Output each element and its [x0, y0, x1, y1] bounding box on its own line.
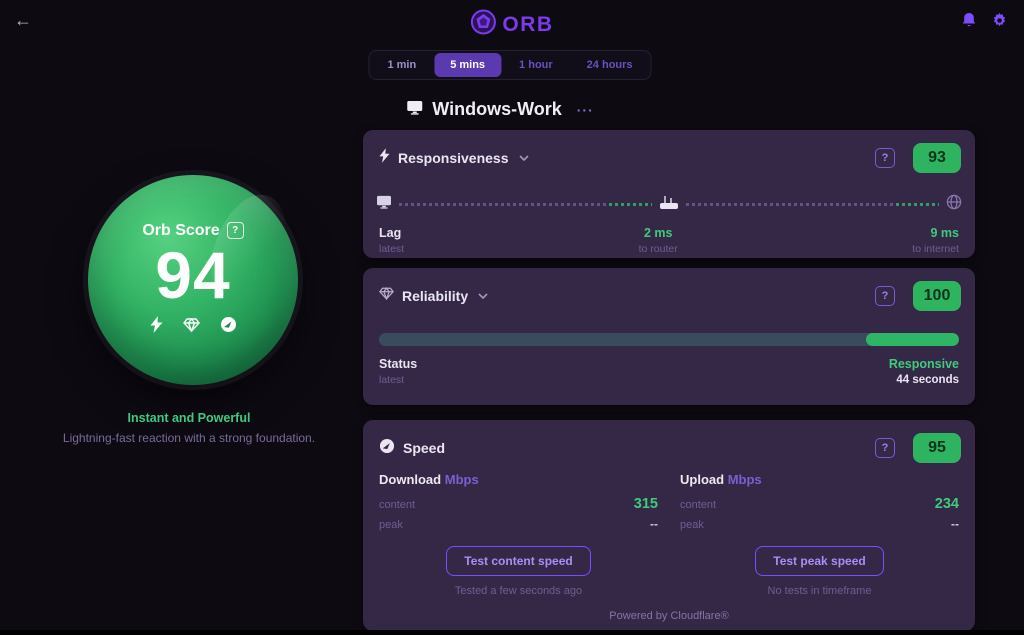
monitor-icon	[406, 100, 423, 120]
bolt-icon	[150, 316, 163, 338]
device-header: Windows-Work ···	[406, 99, 594, 120]
orb-score-globe: Orb Score ? 94	[88, 175, 298, 385]
chevron-down-icon[interactable]	[478, 293, 488, 299]
help-icon[interactable]: ?	[875, 438, 895, 458]
upload-column: Upload Mbps content 234 peak -- Test pea…	[680, 472, 959, 597]
upload-unit: Mbps	[727, 472, 762, 487]
orb-score-help-icon[interactable]: ?	[226, 222, 244, 240]
speed-title: Speed	[403, 440, 446, 456]
status-metric: Status latest	[379, 357, 417, 386]
chevron-down-icon[interactable]	[518, 155, 529, 161]
reliability-timeline-fill	[866, 333, 959, 346]
upload-test-caption: No tests in timeframe	[767, 585, 872, 597]
download-peak-row: peak --	[379, 517, 658, 531]
orb-logo-icon	[470, 9, 496, 40]
back-icon[interactable]: ←	[14, 10, 32, 30]
lag-metric: Lag latest	[379, 226, 404, 255]
responsiveness-score-badge: 93	[913, 143, 961, 173]
network-path	[376, 194, 962, 215]
upload-label: Upload	[680, 472, 725, 487]
upload-content-value: 234	[934, 496, 959, 512]
peak-label: peak	[680, 519, 704, 531]
reliability-panel: Reliability ? 100 Status latest Responsi…	[363, 268, 975, 405]
download-unit: Mbps	[444, 472, 479, 487]
router-latency-value: 2 ms	[643, 226, 673, 240]
reliability-timeline-bar	[379, 333, 959, 346]
internet-latency-value: 9 ms	[930, 226, 959, 240]
orb-score-title: Orb Score	[142, 221, 220, 239]
upload-peak-value: --	[951, 517, 959, 531]
router-metric: 2 ms to router	[639, 226, 678, 255]
gauge-icon	[379, 438, 395, 459]
path-to-internet	[686, 203, 939, 206]
test-peak-speed-button[interactable]: Test peak speed	[755, 546, 884, 576]
path-to-router	[399, 203, 652, 206]
app-title: ORB	[502, 12, 554, 36]
help-icon[interactable]: ?	[875, 148, 895, 168]
orb-description: Lightning-fast reaction with a strong fo…	[62, 431, 316, 445]
download-column: Download Mbps content 315 peak -- Test c…	[379, 472, 658, 597]
time-range-tabs: 1 min 5 mins 1 hour 24 hours	[368, 50, 652, 80]
bell-icon[interactable]	[961, 12, 977, 29]
status-sublabel: latest	[379, 374, 405, 386]
globe-icon	[946, 194, 962, 215]
status-value: Responsive	[888, 357, 959, 371]
app-logo: ORB	[470, 9, 553, 40]
window-bottom-edge	[0, 630, 1024, 635]
tab-1hour[interactable]: 1 hour	[519, 59, 553, 71]
upload-content-row: content 234	[680, 496, 959, 512]
speed-score-badge: 95	[913, 433, 961, 463]
bolt-icon	[379, 148, 390, 168]
responsiveness-panel: Responsiveness ? 93	[363, 130, 975, 258]
download-test-caption: Tested a few seconds ago	[454, 585, 583, 597]
status-value-metric: Responsive 44 seconds	[889, 357, 959, 386]
powered-by-label: Powered by Cloudflare®	[609, 610, 729, 622]
lag-sublabel: latest	[379, 243, 405, 255]
status-detail: 44 seconds	[896, 374, 959, 386]
internet-latency-sublabel: to internet	[912, 243, 959, 255]
download-peak-value: --	[650, 517, 658, 531]
upload-peak-row: peak --	[680, 517, 959, 531]
gem-icon	[379, 287, 394, 305]
monitor-icon	[376, 195, 392, 214]
help-icon[interactable]: ?	[875, 286, 895, 306]
content-label: content	[680, 499, 717, 511]
download-content-value: 315	[633, 496, 658, 512]
gem-icon	[182, 317, 200, 337]
orb-score-value: 94	[155, 237, 231, 312]
gauge-icon	[220, 316, 237, 338]
tab-24hours[interactable]: 24 hours	[586, 59, 633, 71]
download-content-row: content 315	[379, 496, 658, 512]
orb-tagline: Instant and Powerful	[127, 411, 251, 425]
test-content-speed-button[interactable]: Test content speed	[446, 546, 591, 576]
device-menu-button[interactable]: ···	[576, 101, 594, 118]
reliability-title: Reliability	[402, 288, 469, 304]
content-label: content	[379, 499, 416, 511]
router-icon	[659, 195, 679, 215]
reliability-score-badge: 100	[913, 281, 961, 311]
speed-panel: Speed ? 95 Download Mbps content 315 pea…	[363, 420, 975, 631]
internet-metric: 9 ms to internet	[912, 226, 959, 255]
responsiveness-title: Responsiveness	[398, 150, 509, 166]
device-name: Windows-Work	[432, 99, 562, 119]
peak-label: peak	[379, 519, 403, 531]
tab-5mins[interactable]: 5 mins	[434, 53, 502, 77]
lag-label: Lag	[379, 226, 402, 240]
router-latency-sublabel: to router	[638, 243, 678, 255]
tab-1min[interactable]: 1 min	[387, 59, 417, 71]
gear-icon[interactable]	[991, 12, 1008, 29]
download-label: Download	[379, 472, 442, 487]
status-label: Status	[379, 357, 418, 371]
